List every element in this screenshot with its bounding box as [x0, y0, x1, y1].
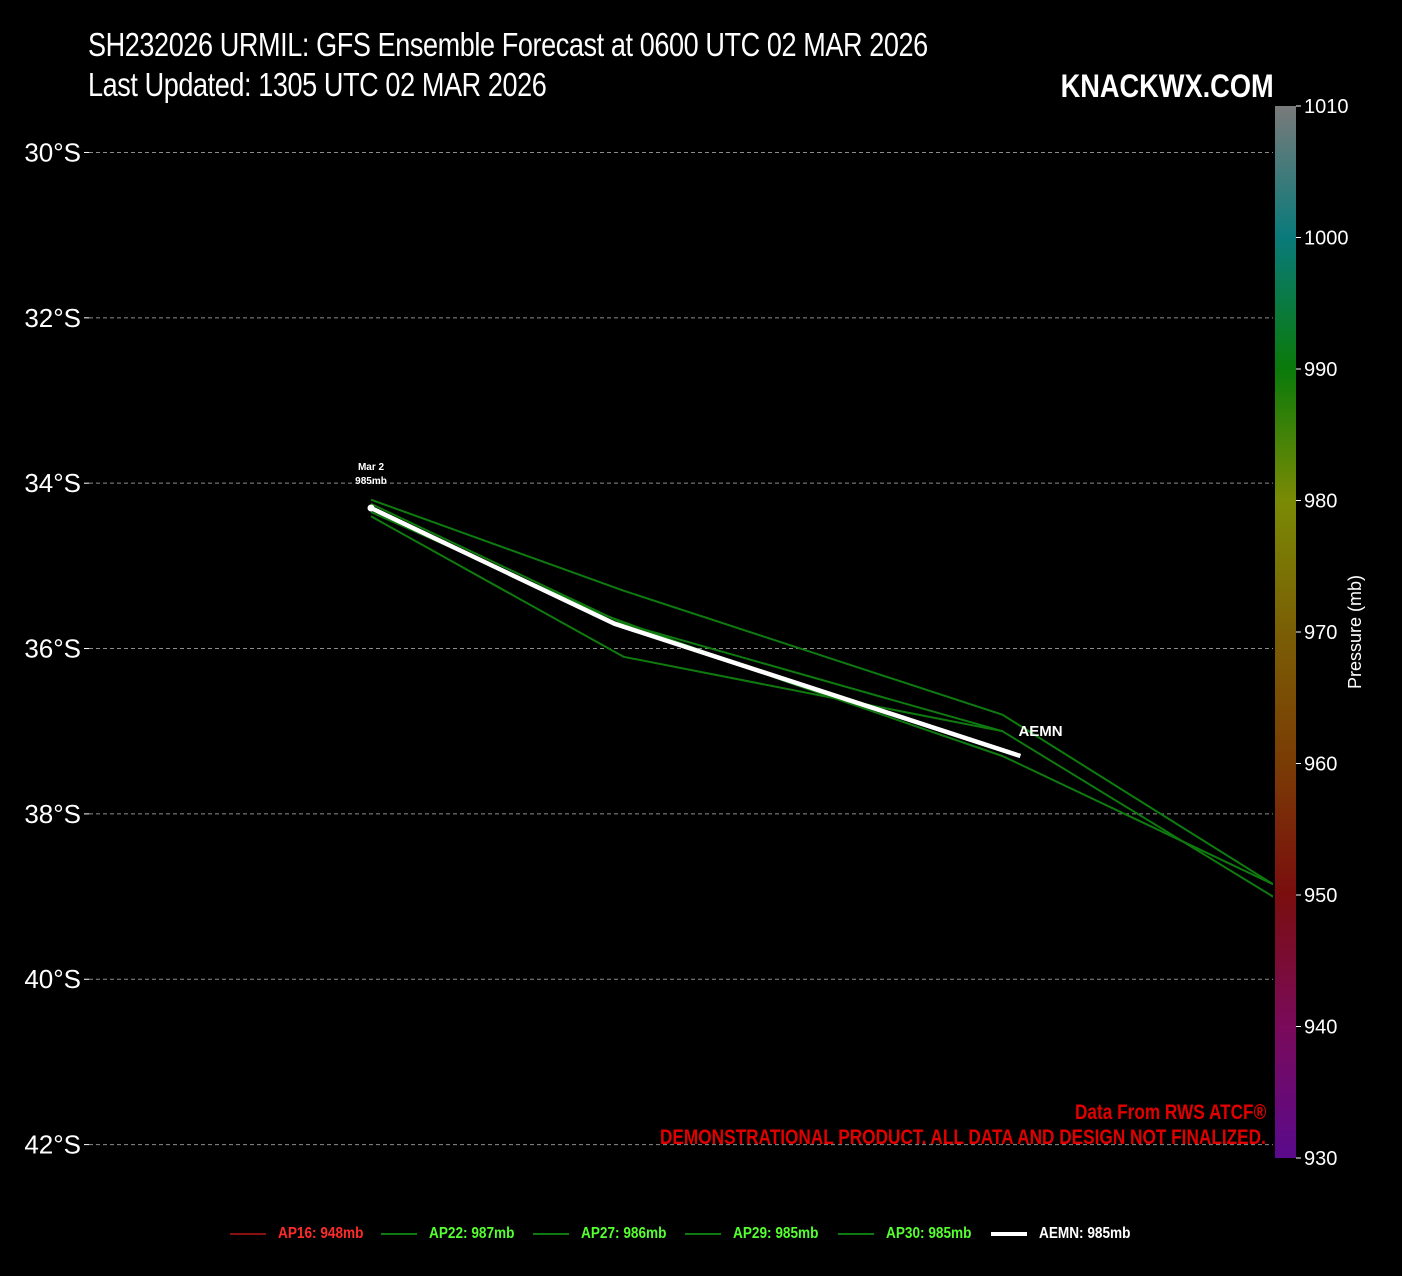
legend-label: AP29: 985mb: [733, 1225, 819, 1242]
chart-title: SH232026 URMIL: GFS Ensemble Forecast at…: [88, 26, 928, 63]
y-tick-label: 30°S: [24, 137, 81, 167]
brand-logo-text: KNACKWX.COM: [1060, 68, 1274, 104]
data-credit: Data From RWS ATCF®: [1074, 1101, 1266, 1124]
legend-swatch: [533, 1233, 569, 1235]
start-point: [367, 504, 375, 512]
legend: AP16: 948mb AP22: 987mb AP27: 986mb AP29: 9…: [0, 1222, 1402, 1246]
legend-item: AP22: 987mb: [381, 1222, 530, 1246]
y-tick-label: 34°S: [24, 468, 81, 498]
y-tick-label: 36°S: [24, 634, 81, 664]
track-ap27: [370, 515, 1273, 898]
start-date-label: Mar 2: [358, 462, 385, 473]
track-ap30: [370, 502, 1003, 733]
legend-swatch: [991, 1232, 1027, 1236]
legend-label: AP22: 987mb: [429, 1225, 515, 1242]
colorbar-tick-label: 1010: [1304, 96, 1349, 118]
colorbar-tick-label: 930: [1304, 1148, 1337, 1170]
colorbar-tick-label: 1000: [1304, 228, 1349, 250]
legend-label: AEMN: 985mb: [1039, 1225, 1131, 1242]
y-tick-label: 38°S: [24, 799, 81, 829]
legend-label: AP27: 986mb: [581, 1225, 667, 1242]
legend-item: AP27: 986mb: [533, 1222, 682, 1246]
colorbar-label: Pressure (mb): [1345, 575, 1365, 689]
legend-label: AP30: 985mb: [886, 1225, 972, 1242]
start-pressure-label: 985mb: [355, 476, 387, 487]
aemn-end-label: AEMN: [1018, 723, 1062, 740]
colorbar-tick-label: 980: [1304, 491, 1337, 513]
track-aemn: [370, 505, 1022, 759]
y-tick-label: 40°S: [24, 964, 81, 994]
disclaimer: DEMONSTRATIONAL PRODUCT. ALL DATA AND DE…: [660, 1126, 1266, 1149]
legend-item: AP29: 985mb: [685, 1222, 834, 1246]
colorbar-tick-label: 950: [1304, 885, 1337, 907]
legend-swatch: [381, 1233, 417, 1235]
legend-swatch: [685, 1233, 721, 1235]
colorbar-tick-label: 960: [1304, 754, 1337, 776]
colorbar-tick-label: 970: [1304, 622, 1337, 644]
legend-swatch: [838, 1233, 874, 1235]
colorbar-tick-label: 940: [1304, 1017, 1337, 1039]
legend-swatch: [230, 1233, 266, 1235]
legend-item: AP16: 948mb: [230, 1222, 379, 1246]
y-tick-label: 32°S: [24, 303, 81, 333]
pressure-colorbar: [1275, 106, 1296, 1158]
last-updated: Last Updated: 1305 UTC 02 MAR 2026: [88, 66, 547, 103]
legend-item: AEMN: 985mb: [991, 1222, 1147, 1246]
track-ap22: [370, 498, 1273, 886]
y-tick-label: 42°S: [24, 1130, 81, 1160]
legend-label: AP16: 948mb: [278, 1225, 364, 1242]
colorbar-tick-label: 990: [1304, 359, 1337, 381]
legend-item: AP30: 985mb: [838, 1222, 987, 1246]
